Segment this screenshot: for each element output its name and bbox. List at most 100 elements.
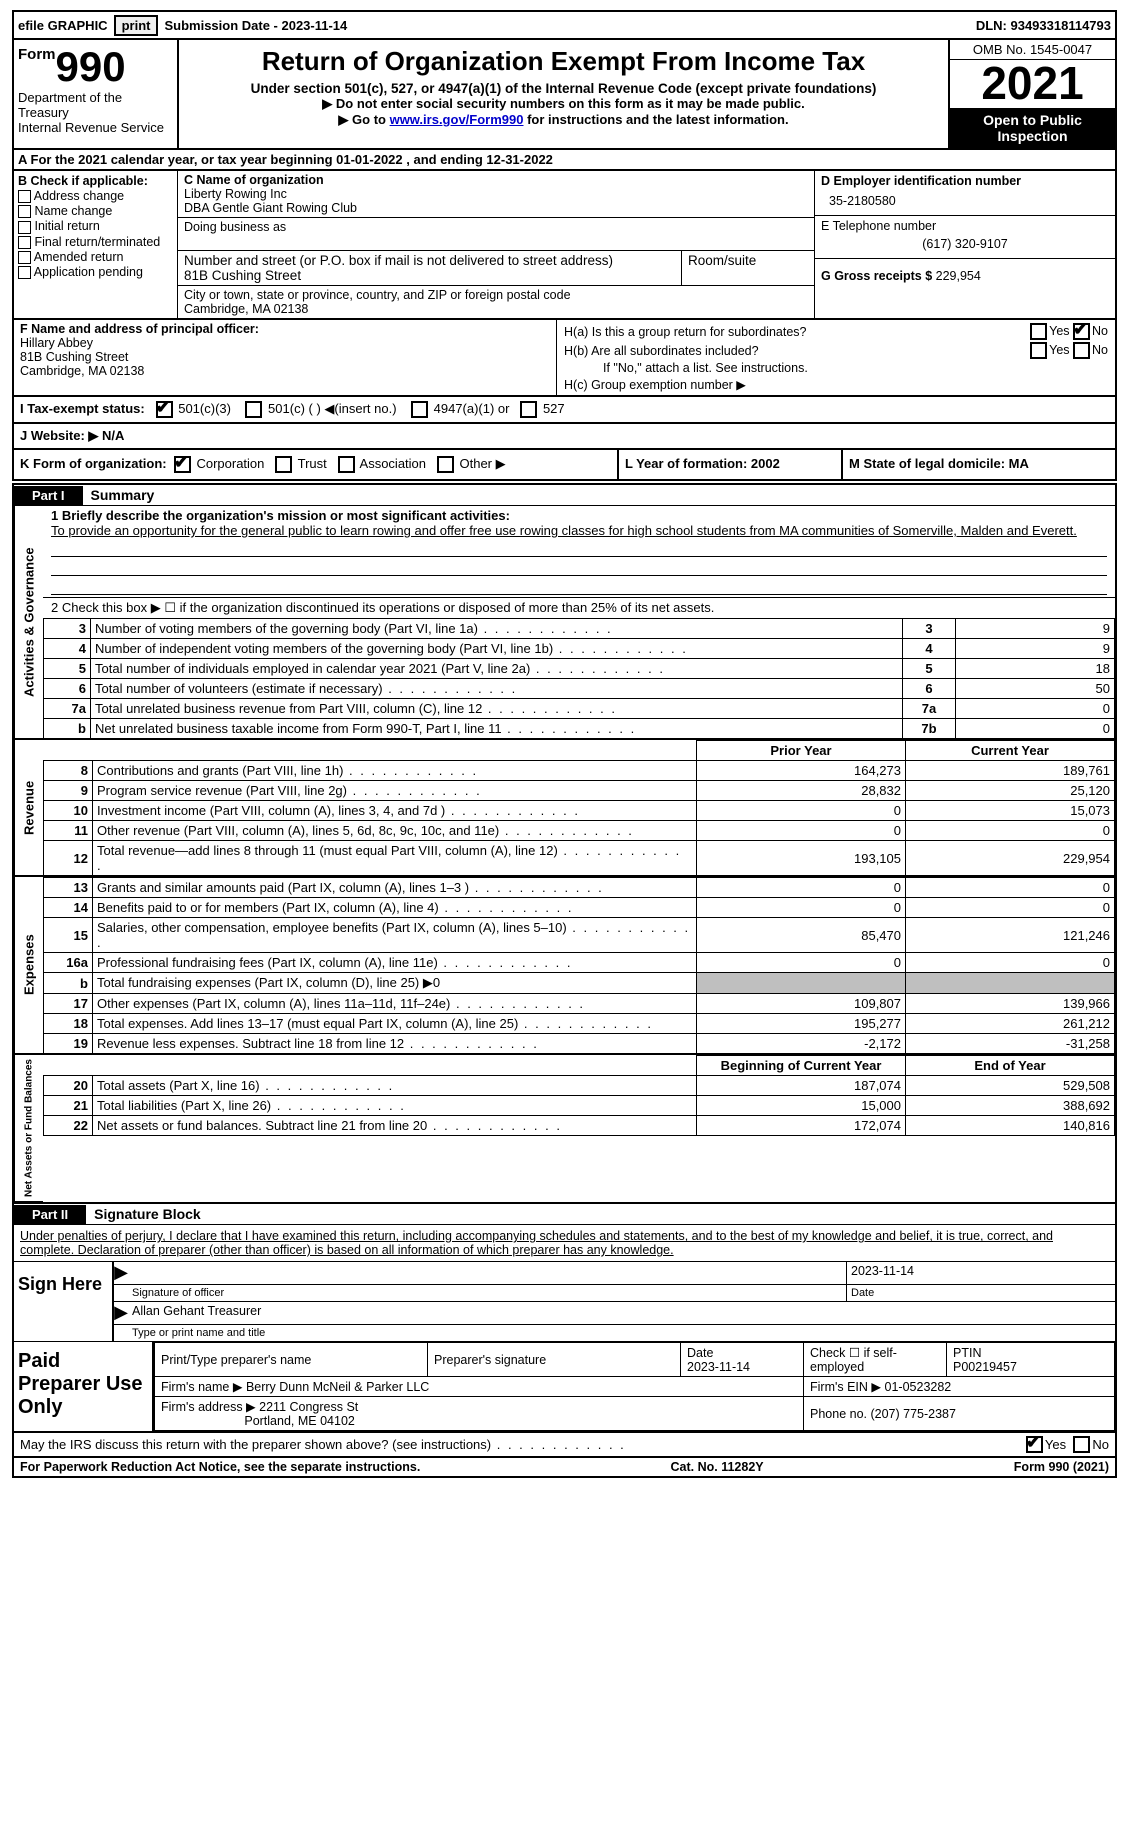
line-num: 5 [44, 659, 91, 679]
phone-value: (617) 320-9107 [821, 233, 1109, 255]
curr-value: 139,966 [906, 994, 1115, 1014]
form-subtitle: Under section 501(c), 527, or 4947(a)(1)… [185, 81, 942, 96]
city-value: Cambridge, MA 02138 [184, 302, 808, 316]
line-label: Total number of individuals employed in … [91, 659, 903, 679]
line-box: 5 [903, 659, 956, 679]
l-year: L Year of formation: 2002 [617, 450, 841, 479]
line-label: Grants and similar amounts paid (Part IX… [93, 878, 697, 898]
i-label: I Tax-exempt status: [20, 401, 145, 416]
no-lbl2: No [1092, 343, 1108, 357]
type-name-lbl: Type or print name and title [128, 1325, 1115, 1341]
checkbox-initial[interactable] [18, 221, 31, 234]
firm-addr-lbl: Firm's address ▶ [161, 1400, 256, 1414]
line-label: Number of independent voting members of … [91, 639, 903, 659]
prior-value: 85,470 [697, 918, 906, 953]
hb-note: If "No," attach a list. See instructions… [563, 360, 1109, 376]
cb-other[interactable] [437, 456, 454, 473]
checkbox-pending[interactable] [18, 266, 31, 279]
hc-label: H(c) Group exemption number ▶ [563, 376, 1109, 393]
hb-yes[interactable] [1030, 342, 1047, 359]
line-num: 9 [44, 781, 93, 801]
cb-4947[interactable] [411, 401, 428, 418]
cb-assoc[interactable] [338, 456, 355, 473]
prior-value: 164,273 [697, 761, 906, 781]
irs-no[interactable] [1073, 1436, 1090, 1453]
cat-no: Cat. No. 11282Y [671, 1460, 764, 1474]
hb-no[interactable] [1073, 342, 1090, 359]
line-num: 18 [44, 1014, 93, 1034]
print-button[interactable]: print [114, 15, 159, 36]
cb-527[interactable] [520, 401, 537, 418]
line-num: 20 [44, 1076, 93, 1096]
side-activities: Activities & Governance [14, 506, 43, 739]
line-num: 19 [44, 1034, 93, 1054]
ha-no[interactable] [1073, 323, 1090, 340]
section-b: B Check if applicable: Address change Na… [12, 171, 1117, 320]
ptin-val: P00219457 [953, 1360, 1017, 1374]
irs-yes[interactable] [1026, 1436, 1043, 1453]
prior-value: 0 [697, 898, 906, 918]
irs-discuss-row: May the IRS discuss this return with the… [12, 1433, 1117, 1458]
j-label: J Website: ▶ [20, 428, 98, 443]
curr-value: 261,212 [906, 1014, 1115, 1034]
sig-date: 2023-11-14 [846, 1262, 1115, 1284]
form-number: Form990 [18, 42, 173, 90]
prior-value: 109,807 [697, 994, 906, 1014]
print-name-lbl: Print/Type preparer's name [155, 1343, 428, 1377]
line-label: Total fundraising expenses (Part IX, col… [93, 973, 697, 994]
line-num: 16a [44, 953, 93, 973]
irs-no-lbl: No [1092, 1437, 1109, 1452]
checkbox-final[interactable] [18, 236, 31, 249]
ha-label: H(a) Is this a group return for subordin… [563, 322, 945, 341]
yes-lbl: Yes [1049, 324, 1069, 338]
line-label: Contributions and grants (Part VIII, lin… [93, 761, 697, 781]
c-label: C Name of organization [184, 173, 808, 187]
firm-name: Berry Dunn McNeil & Parker LLC [246, 1380, 429, 1394]
side-expenses: Expenses [14, 877, 43, 1054]
prior-value: 15,000 [697, 1096, 906, 1116]
cb-trust[interactable] [275, 456, 292, 473]
o2: 501(c) ( ) ◀(insert no.) [268, 401, 396, 416]
line-label: Total assets (Part X, line 16) [93, 1076, 697, 1096]
line-value: 18 [956, 659, 1115, 679]
cb-501c[interactable] [245, 401, 262, 418]
paid-preparer: Paid Preparer Use Only Print/Type prepar… [14, 1341, 1115, 1431]
ha-yes[interactable] [1030, 323, 1047, 340]
cb-corp[interactable] [174, 456, 191, 473]
prep-sig-lbl: Preparer's signature [428, 1343, 681, 1377]
line-num: 7a [44, 699, 91, 719]
line-num: 22 [44, 1116, 93, 1136]
curr-value: 15,073 [906, 801, 1115, 821]
prior-value: -2,172 [697, 1034, 906, 1054]
cb-501c3[interactable] [156, 401, 173, 418]
checkbox-name-change[interactable] [18, 205, 31, 218]
yes-lbl2: Yes [1049, 343, 1069, 357]
arrow-icon: ▶ [114, 1262, 128, 1284]
irs-link[interactable]: www.irs.gov/Form990 [390, 112, 524, 127]
line-value: 0 [956, 719, 1115, 739]
side-netassets: Net Assets or Fund Balances [14, 1055, 43, 1202]
checkbox-address-change[interactable] [18, 190, 31, 203]
sign-here: Sign Here [14, 1262, 114, 1341]
line-label: Total unrelated business revenue from Pa… [91, 699, 903, 719]
opt-name: Name change [34, 204, 112, 218]
o3: 4947(a)(1) or [434, 401, 510, 416]
mission-text: To provide an opportunity for the genera… [51, 523, 1107, 538]
org-dba: DBA Gentle Giant Rowing Club [184, 201, 808, 215]
sig-officer-lbl: Signature of officer [128, 1285, 846, 1301]
footer: For Paperwork Reduction Act Notice, see … [12, 1458, 1117, 1478]
ptin-lbl: PTIN [953, 1346, 981, 1360]
firm-name-lbl: Firm's name ▶ [161, 1380, 242, 1394]
line-value: 9 [956, 619, 1115, 639]
sig-date-lbl: Date [846, 1285, 1115, 1301]
checkbox-amended[interactable] [18, 251, 31, 264]
part1-bar: Part I [14, 486, 83, 505]
irs-yes-lbl: Yes [1045, 1437, 1066, 1452]
line-num: 13 [44, 878, 93, 898]
self-employed: Check ☐ if self-employed [804, 1343, 947, 1377]
no-lbl: No [1092, 324, 1108, 338]
ein-value: 35-2180580 [821, 188, 1109, 212]
line-label: Total revenue—add lines 8 through 11 (mu… [93, 841, 697, 876]
officer-addr1: 81B Cushing Street [20, 350, 550, 364]
line-label: Revenue less expenses. Subtract line 18 … [93, 1034, 697, 1054]
